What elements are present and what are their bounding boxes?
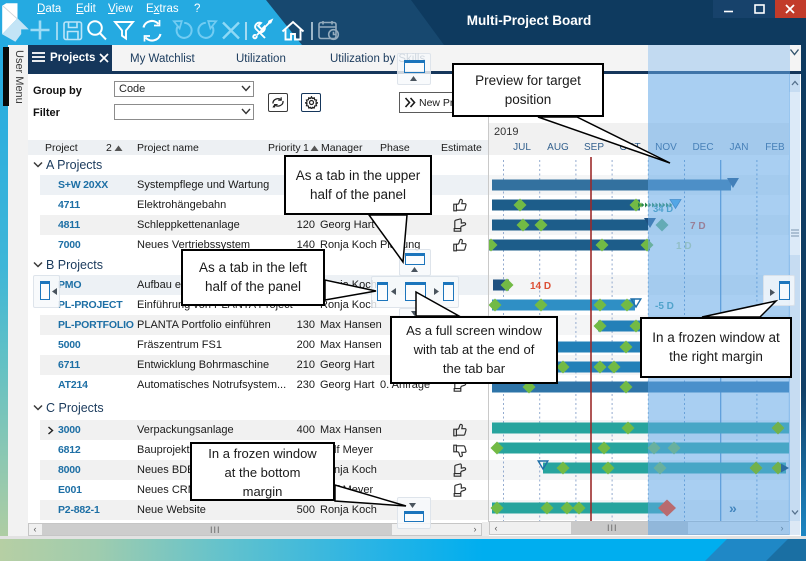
svg-text:14 D: 14 D <box>530 281 551 292</box>
